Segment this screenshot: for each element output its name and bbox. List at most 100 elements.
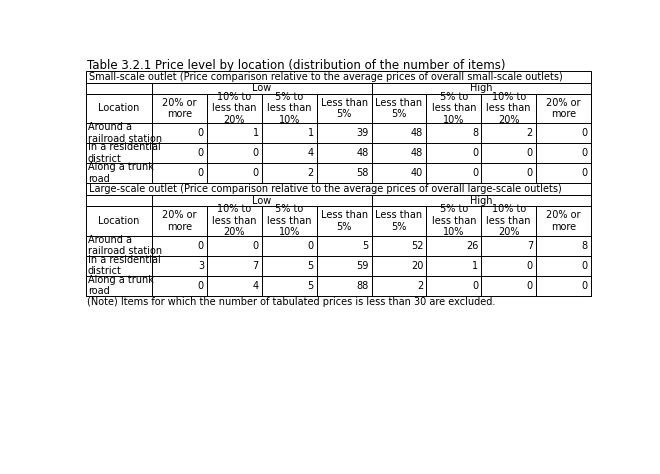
Bar	[372, 94, 426, 123]
Bar	[86, 143, 591, 163]
Text: 0: 0	[198, 148, 204, 158]
Bar	[152, 123, 207, 143]
Bar	[317, 275, 372, 296]
Bar	[426, 143, 481, 163]
Text: High: High	[470, 83, 492, 93]
Bar	[317, 123, 372, 143]
Bar	[262, 94, 317, 123]
Bar	[262, 206, 317, 236]
Bar	[86, 163, 591, 183]
Text: Low: Low	[252, 83, 271, 93]
Text: 0: 0	[198, 168, 204, 178]
Bar	[372, 83, 591, 94]
Text: Large-scale outlet (Price comparison relative to the average prices of overall l: Large-scale outlet (Price comparison rel…	[88, 184, 562, 194]
Text: 39: 39	[356, 128, 368, 138]
Text: 0: 0	[527, 261, 533, 271]
Bar	[481, 236, 536, 255]
Bar	[481, 143, 536, 163]
Text: 5% to
less than
10%: 5% to less than 10%	[267, 92, 312, 125]
Text: Location: Location	[98, 216, 140, 226]
Bar	[317, 94, 372, 123]
Text: Small-scale outlet (Price comparison relative to the average prices of overall s: Small-scale outlet (Price comparison rel…	[88, 72, 562, 82]
Text: 8: 8	[581, 240, 588, 251]
Bar	[372, 123, 426, 143]
Text: 0: 0	[472, 281, 478, 291]
Bar	[426, 206, 481, 236]
Text: 48: 48	[411, 128, 423, 138]
Text: 48: 48	[356, 148, 368, 158]
Text: 88: 88	[356, 281, 368, 291]
Bar	[86, 83, 152, 94]
Bar	[536, 163, 591, 183]
Bar	[86, 143, 152, 163]
Text: 10% to
less than
20%: 10% to less than 20%	[213, 204, 257, 237]
Bar	[152, 195, 372, 206]
Bar	[372, 206, 426, 236]
Text: 7: 7	[253, 261, 259, 271]
Bar	[86, 195, 591, 206]
Text: Around a
railroad station: Around a railroad station	[88, 122, 162, 144]
Bar	[86, 183, 591, 195]
Text: 3: 3	[198, 261, 204, 271]
Bar	[86, 83, 591, 94]
Bar	[207, 255, 262, 275]
Text: High: High	[470, 196, 492, 206]
Text: Along a trunk
road: Along a trunk road	[88, 163, 154, 184]
Text: 48: 48	[411, 148, 423, 158]
Bar	[152, 236, 207, 255]
Text: 20% or
more: 20% or more	[546, 98, 581, 119]
Bar	[152, 143, 207, 163]
Bar	[262, 163, 317, 183]
Bar	[86, 195, 152, 206]
Bar	[372, 195, 591, 206]
Bar	[86, 71, 591, 83]
Text: In a residential
district: In a residential district	[88, 142, 160, 164]
Text: 7: 7	[527, 240, 533, 251]
Text: 5% to
less than
10%: 5% to less than 10%	[432, 92, 476, 125]
Bar	[86, 206, 591, 236]
Text: 52: 52	[411, 240, 423, 251]
Text: 20: 20	[411, 261, 423, 271]
Text: 20% or
more: 20% or more	[546, 210, 581, 232]
Text: 0: 0	[253, 148, 259, 158]
Bar	[536, 206, 591, 236]
Bar	[426, 236, 481, 255]
Bar	[152, 163, 207, 183]
Bar	[86, 275, 152, 296]
Text: 2: 2	[308, 168, 313, 178]
Text: 8: 8	[472, 128, 478, 138]
Text: Along a trunk
road: Along a trunk road	[88, 275, 154, 296]
Bar	[86, 255, 152, 275]
Text: 0: 0	[527, 281, 533, 291]
Text: 40: 40	[411, 168, 423, 178]
Text: 1: 1	[253, 128, 259, 138]
Bar	[86, 123, 591, 143]
Bar	[152, 206, 207, 236]
Text: In a residential
district: In a residential district	[88, 255, 160, 276]
Bar	[536, 143, 591, 163]
Bar	[536, 236, 591, 255]
Text: 0: 0	[198, 281, 204, 291]
Bar	[317, 163, 372, 183]
Bar	[262, 123, 317, 143]
Bar	[536, 123, 591, 143]
Text: 0: 0	[581, 281, 588, 291]
Bar	[317, 236, 372, 255]
Bar	[481, 163, 536, 183]
Bar	[262, 143, 317, 163]
Text: Less than
5%: Less than 5%	[376, 98, 422, 119]
Bar	[207, 123, 262, 143]
Text: Less than
5%: Less than 5%	[321, 98, 368, 119]
Text: 5: 5	[308, 281, 313, 291]
Text: 0: 0	[198, 128, 204, 138]
Bar	[86, 255, 591, 275]
Text: 0: 0	[527, 168, 533, 178]
Bar	[86, 163, 152, 183]
Bar	[372, 236, 426, 255]
Text: 26: 26	[466, 240, 478, 251]
Bar	[86, 236, 152, 255]
Text: 0: 0	[581, 148, 588, 158]
Bar	[86, 123, 152, 143]
Bar	[426, 163, 481, 183]
Text: 5: 5	[362, 240, 368, 251]
